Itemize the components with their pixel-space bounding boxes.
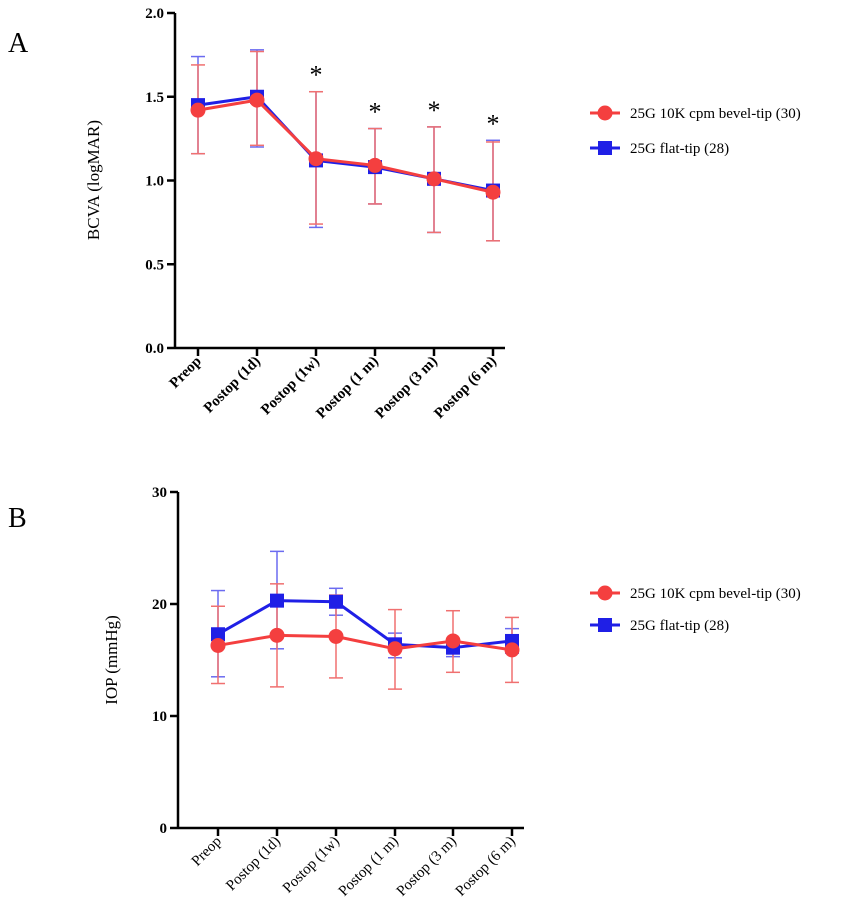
x-tick-label: Postop (1w) <box>280 834 343 897</box>
data-point-circle <box>445 633 461 649</box>
legend-marker-square <box>598 618 612 632</box>
legend-label: 25G flat-tip (28) <box>630 618 729 634</box>
significance-asterisk: * <box>428 96 441 125</box>
x-tick-label: Postop (1d) <box>223 834 284 895</box>
y-tick-label: 10 <box>152 709 167 725</box>
data-point-circle <box>269 627 285 643</box>
y-axis-label: IOP (mmHg) <box>102 615 121 705</box>
data-point-circle <box>249 92 265 108</box>
series-line-red <box>197 98 494 194</box>
y-tick-label: 20 <box>152 597 167 613</box>
data-point-circle <box>308 151 324 167</box>
y-tick-label: 0.5 <box>145 257 164 273</box>
significance-asterisk: * <box>369 98 382 127</box>
legend-label: 25G 10K cpm bevel-tip (30) <box>630 586 801 602</box>
x-tick-label: Postop (3 m) <box>394 834 460 900</box>
y-tick-label: 30 <box>152 485 167 501</box>
y-tick-label: 1.5 <box>145 90 164 106</box>
y-tick-label: 0 <box>160 821 168 837</box>
data-point-square <box>329 594 343 609</box>
x-tick-label: Preop <box>167 354 205 392</box>
x-tick-label: Postop (1 m) <box>336 834 402 900</box>
data-point-circle <box>210 637 226 653</box>
panel-label: B <box>8 503 27 534</box>
legend-marker-circle <box>597 105 613 121</box>
data-point-circle <box>504 642 520 658</box>
series-line-blue <box>197 95 494 193</box>
data-point-square <box>270 593 284 608</box>
x-tick-label: Postop (3 m) <box>372 354 440 422</box>
legend-marker-square <box>598 141 612 155</box>
y-tick-label: 1.0 <box>145 174 164 190</box>
y-tick-label: 0.0 <box>145 341 164 357</box>
x-tick-label: Postop (1w) <box>258 354 323 419</box>
data-point-circle <box>328 628 344 644</box>
data-point-square <box>211 627 225 642</box>
panel-label: A <box>8 28 29 59</box>
y-tick-label: 2.0 <box>145 6 164 22</box>
y-axis-label: BCVA (logMAR) <box>84 120 103 240</box>
series-line-blue <box>217 599 513 650</box>
significance-asterisk: * <box>487 109 500 138</box>
x-tick-label: Postop (6 m) <box>453 834 519 900</box>
legend-marker-circle <box>597 585 613 601</box>
data-point-circle <box>190 102 206 118</box>
significance-asterisk: * <box>310 61 323 90</box>
data-point-circle <box>387 641 403 657</box>
data-point-circle <box>367 157 383 173</box>
legend-label: 25G flat-tip (28) <box>630 141 729 157</box>
series-line-red <box>217 633 513 652</box>
data-point-circle <box>485 184 501 200</box>
x-tick-label: Postop (6 m) <box>431 354 499 422</box>
legend-label: 25G 10K cpm bevel-tip (30) <box>630 106 801 122</box>
x-tick-label: Preop <box>189 834 225 870</box>
data-point-circle <box>426 171 442 187</box>
x-tick-label: Postop (1d) <box>201 354 264 417</box>
x-tick-label: Postop (1 m) <box>313 354 381 422</box>
